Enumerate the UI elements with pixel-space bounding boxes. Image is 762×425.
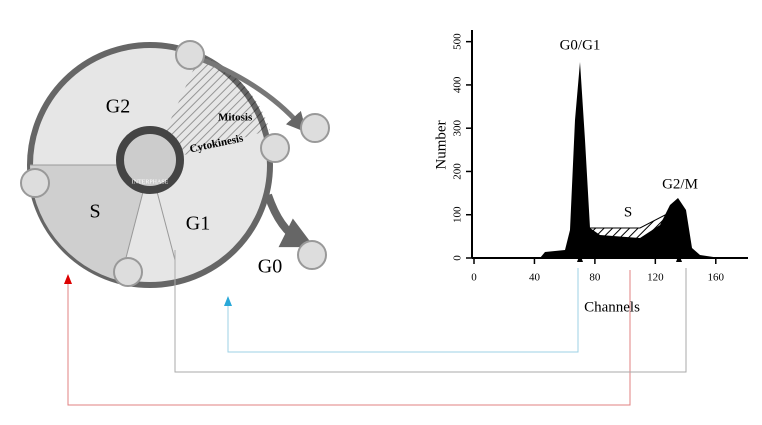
y-tick-label: 0	[452, 255, 464, 261]
cell-cycle: G2 S G1 G0 Mitosis Cytokinesis INTERPHAS…	[20, 40, 330, 288]
connector	[174, 250, 687, 373]
connector	[227, 268, 579, 353]
cell	[260, 133, 290, 163]
cell	[175, 40, 205, 70]
arrowhead	[64, 274, 72, 284]
cell	[297, 240, 327, 270]
y-tick-label: 500	[452, 33, 464, 50]
connector	[67, 270, 631, 406]
phase-label: S	[89, 201, 100, 223]
histogram: G0/G1 S G2/M Number Channels 0 40 80 120 160…	[433, 30, 748, 315]
x-tick-label: 120	[647, 272, 664, 284]
cell	[113, 257, 143, 287]
y-tick-label: 200	[452, 163, 464, 180]
histogram-curve	[540, 62, 720, 258]
peak-label: G2/M	[662, 176, 698, 192]
y-tick-label: 400	[452, 76, 464, 93]
mitosis-label: Mitosis	[218, 112, 253, 124]
y-tick-label: 100	[452, 206, 464, 223]
arrow	[189, 52, 307, 133]
phase-label: G0	[258, 256, 282, 278]
x-tick-label: 40	[529, 272, 541, 284]
interphase-label: INTERPHASE	[132, 179, 169, 185]
nucleus	[116, 126, 184, 194]
x-axis-label: Channels	[584, 299, 640, 315]
peak-label: G0/G1	[560, 37, 601, 53]
arrowhead	[224, 296, 232, 306]
x-tick-label: 160	[708, 272, 725, 284]
mitosis-sector	[150, 55, 270, 165]
peak-label: S	[624, 204, 632, 220]
cell	[20, 168, 50, 198]
x-tick-label: 80	[589, 272, 601, 284]
phase-label: G1	[186, 213, 210, 235]
s-phase-area	[589, 214, 671, 249]
y-tick-label: 300	[452, 119, 464, 136]
s-sector	[30, 165, 150, 281]
y-axis-label: Number	[433, 120, 449, 169]
cell	[300, 113, 330, 143]
phase-label: G2	[106, 96, 130, 118]
x-tick-label: 0	[471, 272, 477, 284]
arrow	[264, 193, 315, 248]
